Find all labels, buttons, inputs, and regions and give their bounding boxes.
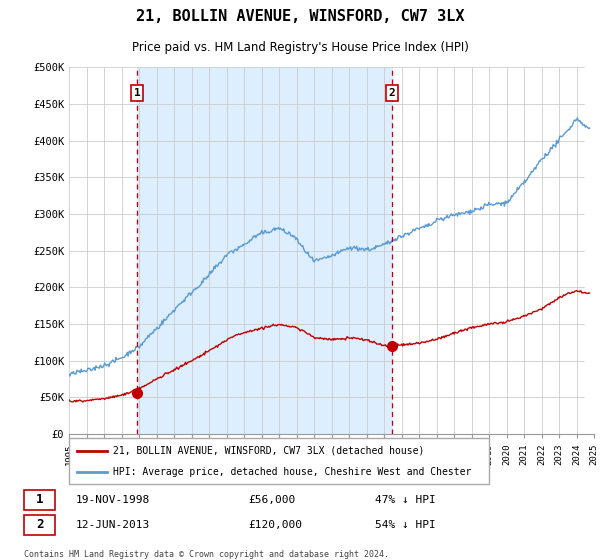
Text: Price paid vs. HM Land Registry's House Price Index (HPI): Price paid vs. HM Land Registry's House … <box>131 41 469 54</box>
Bar <box>137 67 392 434</box>
Text: 1: 1 <box>36 493 43 506</box>
Text: £120,000: £120,000 <box>248 520 302 530</box>
Text: 54% ↓ HPI: 54% ↓ HPI <box>375 520 436 530</box>
Text: Contains HM Land Registry data © Crown copyright and database right 2024.
This d: Contains HM Land Registry data © Crown c… <box>24 550 389 560</box>
Text: 12-JUN-2013: 12-JUN-2013 <box>76 520 150 530</box>
Text: 2: 2 <box>36 519 43 531</box>
Text: 21, BOLLIN AVENUE, WINSFORD, CW7 3LX (detached house): 21, BOLLIN AVENUE, WINSFORD, CW7 3LX (de… <box>113 446 424 456</box>
Text: HPI: Average price, detached house, Cheshire West and Chester: HPI: Average price, detached house, Ches… <box>113 467 472 477</box>
Text: 1: 1 <box>134 88 140 98</box>
FancyBboxPatch shape <box>69 438 489 484</box>
FancyBboxPatch shape <box>24 490 55 510</box>
Text: 21, BOLLIN AVENUE, WINSFORD, CW7 3LX: 21, BOLLIN AVENUE, WINSFORD, CW7 3LX <box>136 9 464 24</box>
Text: 47% ↓ HPI: 47% ↓ HPI <box>375 495 436 505</box>
Bar <box>585 67 594 434</box>
Text: 2: 2 <box>388 88 395 98</box>
FancyBboxPatch shape <box>24 515 55 535</box>
Text: 19-NOV-1998: 19-NOV-1998 <box>76 495 150 505</box>
Text: £56,000: £56,000 <box>248 495 296 505</box>
